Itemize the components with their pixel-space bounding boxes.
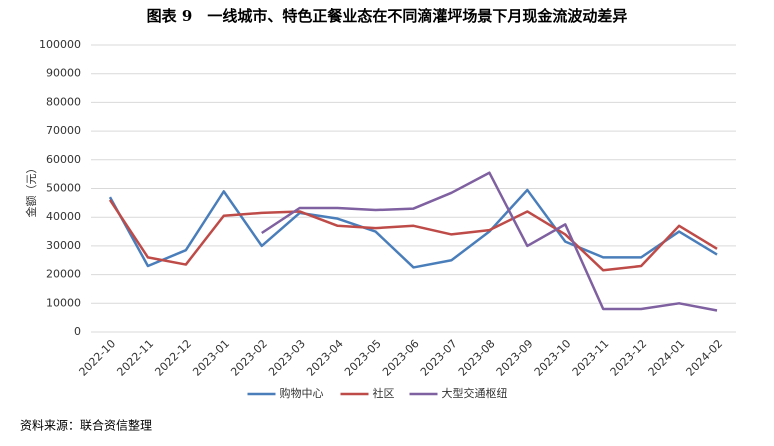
x-tick-label: 2023-02 [228, 337, 270, 379]
chart-title: 图表 9 一线城市、特色正餐业态在不同滴灌坪场景下月现金流波动差异 [147, 7, 628, 25]
legend-label: 大型交通枢纽 [442, 386, 508, 400]
y-tick-label: 20000 [46, 268, 81, 281]
y-tick-label: 10000 [46, 296, 81, 309]
x-tick-label: 2023-12 [608, 337, 650, 379]
y-tick-label: 100000 [39, 38, 81, 51]
series-line [108, 199, 718, 272]
x-tick-label: 2023-08 [456, 337, 498, 379]
x-tick-label: 2023-10 [532, 337, 574, 379]
y-tick-label: 90000 [46, 67, 81, 80]
y-axis-label: 金额（元） [24, 163, 38, 218]
x-tick-label: 2022-11 [114, 337, 156, 379]
x-tick-label: 2023-09 [494, 337, 536, 379]
legend-label: 社区 [373, 386, 395, 400]
y-tick-label: 30000 [46, 239, 81, 252]
y-tick-label: 60000 [46, 153, 81, 166]
x-tick-label: 2022-12 [152, 337, 194, 379]
y-tick-label: 40000 [46, 210, 81, 223]
x-tick-label: 2023-11 [570, 337, 612, 379]
y-tick-label: 70000 [46, 124, 81, 137]
y-tick-label: 0 [74, 325, 81, 338]
y-tick-label: 80000 [46, 95, 81, 108]
x-tick-label: 2023-05 [342, 337, 384, 379]
x-tick-label: 2023-04 [304, 337, 346, 379]
x-tick-label: 2023-07 [418, 337, 460, 379]
y-tick-label: 50000 [46, 182, 81, 195]
x-tick-label: 2023-06 [380, 337, 422, 379]
legend-label: 购物中心 [280, 386, 324, 400]
source-note: 资料来源：联合资信整理 [20, 418, 152, 433]
x-tick-label: 2023-03 [266, 337, 308, 379]
series-line [261, 171, 718, 312]
series-line [108, 188, 718, 269]
x-tick-label: 2024-02 [684, 337, 726, 379]
x-tick-label: 2023-01 [190, 337, 232, 379]
x-tick-label: 2024-01 [646, 337, 688, 379]
x-tick-label: 2022-10 [77, 337, 119, 379]
